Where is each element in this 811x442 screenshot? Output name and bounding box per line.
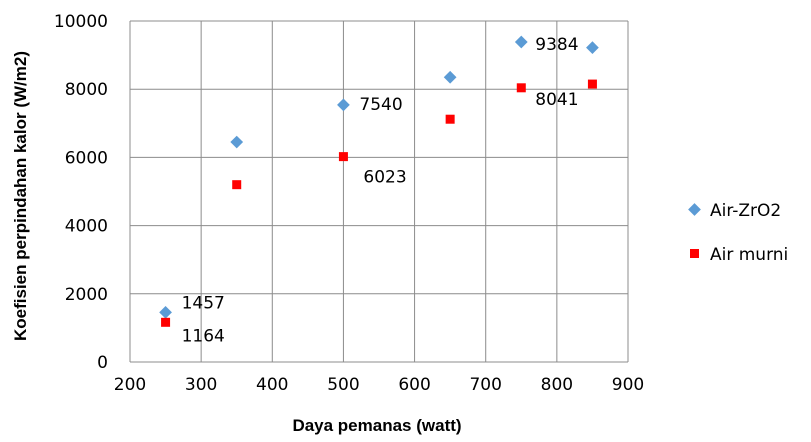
- y-tick-label: 8000: [65, 80, 108, 100]
- data-point-air-murni: [338, 152, 348, 162]
- data-point-air-zro2: [586, 41, 599, 54]
- x-axis-tick-labels: 200 300 400 500 600 700 800 900: [114, 375, 644, 395]
- y-tick-label: 4000: [65, 217, 108, 237]
- y-axis-title: Koefisien perpindahan kalor (W/m2): [11, 51, 30, 341]
- x-tick-label: 900: [612, 375, 644, 395]
- data-label: 6023: [363, 168, 406, 188]
- data-point-air-zro2: [159, 305, 172, 319]
- data-label: 8041: [535, 90, 578, 110]
- y-tick-label: 2000: [65, 285, 108, 305]
- data-label: 9384: [535, 35, 578, 55]
- data-point-air-zro2: [443, 70, 457, 84]
- data-point-air-murni: [161, 317, 171, 327]
- y-tick-label: 6000: [65, 148, 108, 168]
- x-axis-title: Daya pemanas (watt): [292, 416, 461, 435]
- x-tick-label: 400: [256, 375, 288, 395]
- data-point-air-murni: [445, 114, 455, 124]
- data-point-air-zro2: [514, 35, 528, 49]
- data-labels: 1457 1164 7540 6023 9384 8041: [182, 35, 579, 346]
- legend-marker-diamond: [688, 203, 701, 216]
- data-point-air-zro2: [337, 98, 350, 112]
- data-point-air-zro2: [230, 135, 244, 149]
- data-point-air-murni: [516, 83, 526, 93]
- x-tick-label: 300: [185, 375, 217, 395]
- data-point-air-murni: [587, 79, 597, 89]
- data-label: 1164: [182, 326, 225, 346]
- x-tick-label: 800: [541, 375, 573, 395]
- x-tick-label: 600: [398, 375, 430, 395]
- y-tick-label: 10000: [54, 12, 108, 32]
- legend-item-air-zro2: Air-ZrO2: [688, 201, 781, 221]
- x-tick-label: 200: [114, 375, 146, 395]
- x-tick-label: 700: [469, 375, 501, 395]
- legend-item-air-murni: Air murni: [690, 245, 788, 265]
- legend-label-air-murni: Air murni: [710, 245, 788, 265]
- x-tick-label: 500: [327, 375, 359, 395]
- legend: Air-ZrO2 Air murni: [688, 201, 788, 265]
- y-tick-label: 0: [97, 353, 108, 373]
- data-point-air-murni: [232, 180, 242, 190]
- legend-marker-square: [690, 249, 699, 258]
- legend-label-air-zro2: Air-ZrO2: [710, 201, 781, 221]
- data-label: 7540: [359, 95, 402, 115]
- data-label: 1457: [182, 293, 225, 313]
- y-axis-tick-labels: 0 2000 4000 6000 8000 10000: [54, 12, 108, 373]
- gridlines: [129, 20, 629, 363]
